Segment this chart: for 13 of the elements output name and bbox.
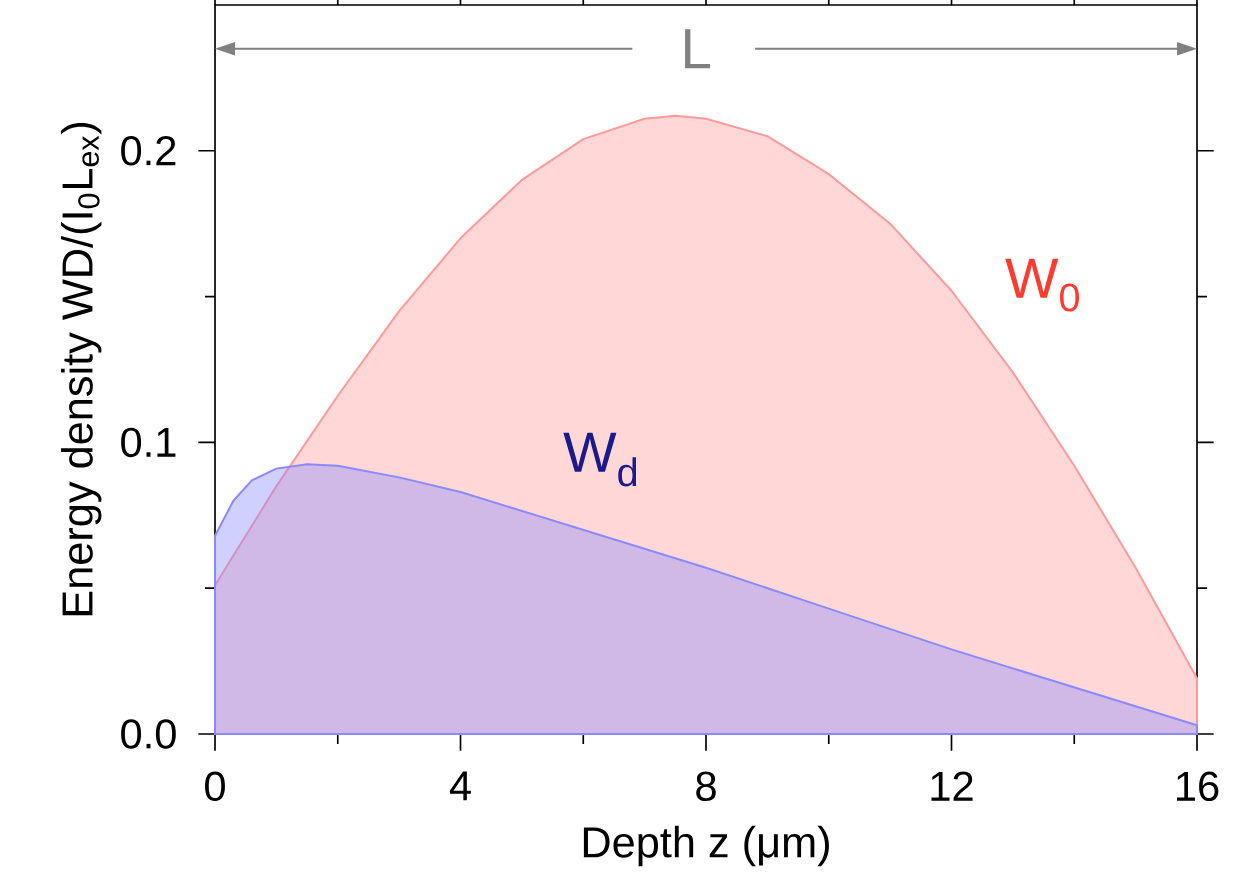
x-axis-title: Depth z (μm) (583, 825, 829, 867)
x-tick-label: 4 (449, 771, 471, 801)
y-tick-label: 0.0 (121, 719, 176, 749)
x-tick-label: 16 (1177, 771, 1219, 802)
annotation: L (685, 29, 711, 69)
y-axis-title: Energy density WD/(I$_{0}$L$_{ex}$) (61, 122, 102, 616)
x-tick-label: 8 (696, 771, 716, 802)
y-tick-label: 0.1 (121, 427, 176, 458)
series-label: W$_{0}$ (1005, 258, 1079, 312)
x-tick-label: 0 (205, 771, 225, 802)
x-tick-label: 12 (931, 771, 973, 801)
y-tick-label: 0.2 (121, 136, 176, 166)
series-label: W$_{d}$ (563, 432, 637, 487)
